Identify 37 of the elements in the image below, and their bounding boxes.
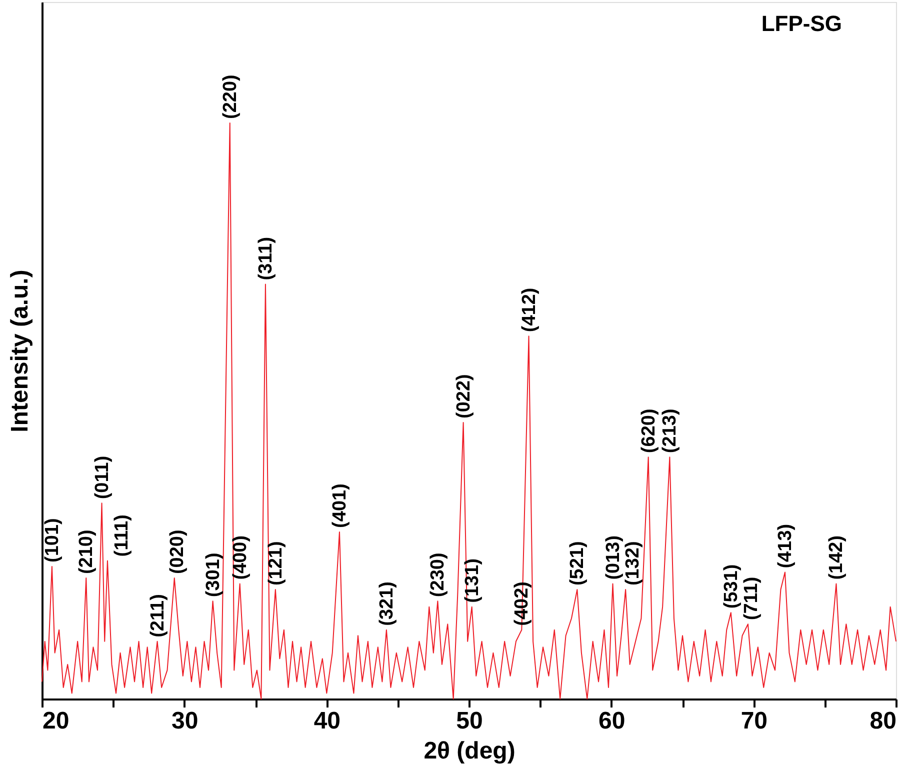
annotation: (620)	[638, 408, 660, 454]
y-axis-title: Intensity (a.u.)	[6, 270, 34, 432]
annotation: (121)	[265, 541, 286, 586]
annotation: (211)	[147, 594, 168, 638]
annotation: (132)	[622, 541, 644, 586]
x-tick-label: 70	[740, 708, 768, 734]
x-tick-label: 60	[598, 708, 626, 734]
annotation: (011)	[92, 456, 113, 500]
x-tick-label: 80	[870, 708, 896, 734]
annotation: (020)	[167, 530, 188, 574]
annotation: (220)	[220, 74, 241, 119]
annotation: (301)	[202, 552, 224, 598]
annotation: (022)	[453, 374, 474, 419]
x-tick-label: 50	[456, 708, 483, 734]
annotation: (402)	[512, 582, 533, 626]
x-tick-label: 40	[314, 708, 341, 734]
annotation: (401)	[329, 484, 350, 528]
annotation: (131)	[462, 558, 483, 603]
annotation: (412)	[518, 288, 540, 332]
annotation: (521)	[567, 541, 588, 586]
annotation: (142)	[826, 535, 848, 580]
annotation: (531)	[720, 564, 742, 609]
annotation: (321)	[376, 582, 398, 626]
annotation: (101)	[42, 518, 63, 563]
annotation: (111)	[112, 514, 133, 557]
x-tick-label: 30	[171, 708, 198, 734]
annotation: (213)	[660, 408, 681, 454]
annotation: (413)	[774, 524, 796, 568]
annotation: (400)	[230, 535, 251, 580]
x-tick-label: 20	[42, 708, 70, 734]
annotation: (711)	[740, 576, 762, 620]
annotation: (210)	[76, 530, 98, 574]
annotation: (311)	[255, 236, 276, 280]
text: LFP-SG	[761, 11, 842, 36]
x-axis-title: 2θ (deg)	[424, 738, 516, 764]
annotation: (230)	[428, 552, 449, 598]
annotation: (013)	[602, 535, 624, 580]
